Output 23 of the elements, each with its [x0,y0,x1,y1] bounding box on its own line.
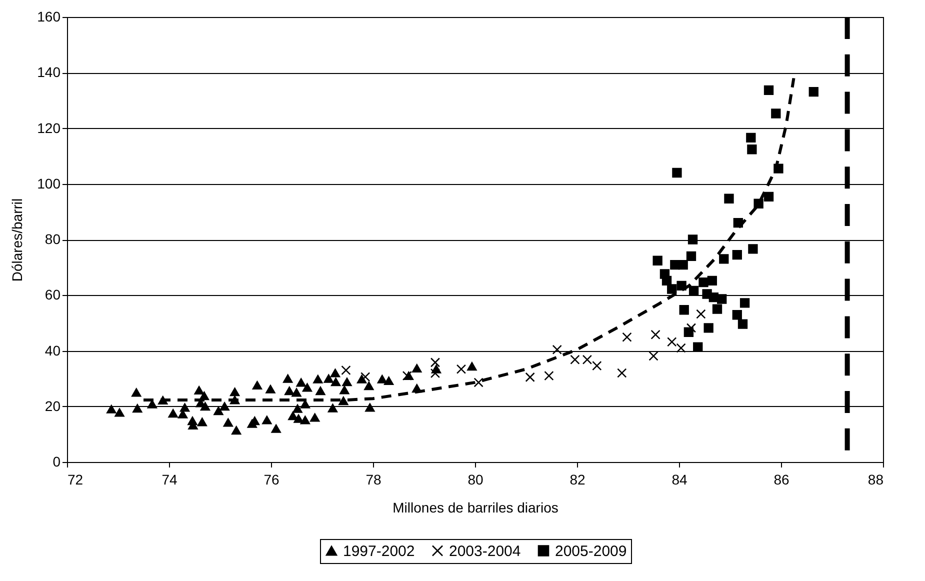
y-tick-label: 140 [37,64,61,80]
legend-label: 1997-2002 [343,542,415,560]
x-tick-label: 72 [68,472,84,488]
y-tick-label: 40 [44,342,61,358]
legend-label: 2005-2009 [555,542,627,560]
x-tick-label: 88 [868,472,884,488]
y-tick-label: 120 [37,120,61,136]
y-tick-label: 20 [44,398,61,414]
x-tick-label: 74 [162,472,178,488]
y-tick-label: 80 [44,231,61,247]
x-tick-label: 82 [570,472,586,488]
x-axis-title: Millones de barriles diarios [392,500,558,516]
y-axis-title: Dólares/barril [9,198,26,282]
x-tick-label: 86 [774,472,790,488]
x-tick-label: 80 [468,472,484,488]
y-tick-label: 0 [52,454,61,470]
x-tick-label: 78 [366,472,382,488]
x-tick-label: 84 [672,472,688,488]
y-tick-label: 100 [37,175,61,192]
y-tick-label: 160 [37,8,61,24]
x-tick-label: 76 [264,472,280,488]
legend-label: 2003-2004 [449,542,521,560]
y-tick-label: 60 [44,286,61,303]
